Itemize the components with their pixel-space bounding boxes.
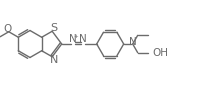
Text: N: N (69, 34, 77, 45)
Text: OH: OH (153, 48, 169, 58)
Text: +: + (73, 34, 78, 39)
Text: N: N (129, 37, 136, 47)
Text: N: N (79, 34, 87, 45)
Text: S: S (51, 23, 58, 33)
Text: O: O (3, 24, 12, 34)
Text: N: N (50, 55, 58, 65)
